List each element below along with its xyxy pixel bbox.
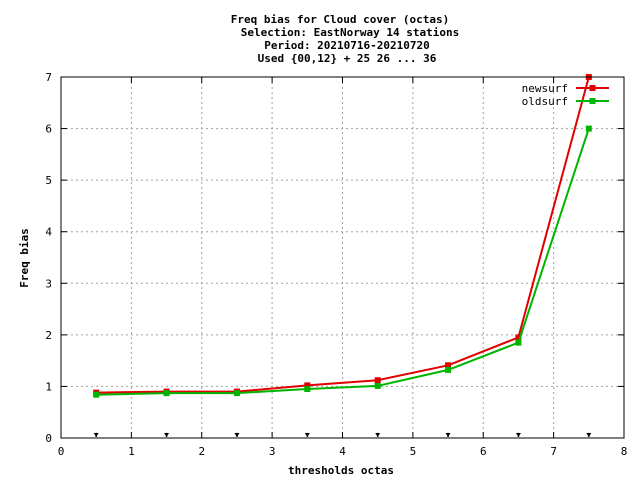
y-tick-label: 4 bbox=[45, 226, 52, 239]
x-tick-label: 0 bbox=[58, 445, 65, 458]
threshold-arrowhead bbox=[515, 432, 521, 437]
data-point-oldsurf bbox=[163, 390, 170, 397]
title-line-1: Freq bias for Cloud cover (octas) bbox=[231, 13, 450, 26]
y-axis-label: Freq bias bbox=[18, 228, 31, 288]
title-line-2: Selection: EastNorway 14 stations bbox=[241, 26, 460, 39]
chart-title: Freq bias for Cloud cover (octas) Select… bbox=[231, 13, 460, 65]
data-point-oldsurf bbox=[585, 125, 592, 132]
data-point-oldsurf bbox=[304, 386, 311, 393]
series-line-newsurf bbox=[96, 76, 590, 394]
threshold-arrowhead bbox=[304, 432, 310, 437]
y-axis-ticks: 0 1 2 3 4 5 6 7 bbox=[45, 71, 624, 445]
x-axis-ticks: 0 1 2 3 4 5 6 7 8 bbox=[58, 77, 628, 458]
data-point-newsurf bbox=[445, 362, 452, 369]
threshold-markers bbox=[93, 432, 592, 437]
x-tick-label: 3 bbox=[269, 445, 276, 458]
title-line-3: Period: 20210716-20210720 bbox=[264, 39, 430, 52]
threshold-arrowhead bbox=[234, 432, 240, 437]
data-point-newsurf bbox=[515, 334, 522, 341]
y-tick-label: 5 bbox=[45, 174, 52, 187]
y-tick-label: 7 bbox=[45, 71, 52, 84]
legend-marker-oldsurf bbox=[589, 98, 596, 104]
x-tick-label: 2 bbox=[198, 445, 205, 458]
x-tick-label: 5 bbox=[410, 445, 417, 458]
threshold-arrowhead bbox=[445, 432, 451, 437]
x-tick-label: 4 bbox=[339, 445, 346, 458]
series-lines bbox=[93, 74, 592, 398]
threshold-arrowhead bbox=[164, 432, 170, 437]
data-point-newsurf bbox=[304, 382, 311, 389]
data-point-newsurf bbox=[374, 377, 381, 384]
x-tick-label: 1 bbox=[128, 445, 135, 458]
x-tick-label: 8 bbox=[621, 445, 628, 458]
x-axis-label: thresholds octas bbox=[288, 464, 394, 477]
legend-label-newsurf: newsurf bbox=[522, 82, 568, 95]
data-point-oldsurf bbox=[233, 390, 240, 397]
x-tick-label: 7 bbox=[550, 445, 557, 458]
y-tick-label: 0 bbox=[45, 432, 52, 445]
legend-label-oldsurf: oldsurf bbox=[522, 95, 568, 108]
data-point-oldsurf bbox=[374, 382, 381, 389]
threshold-arrowhead bbox=[375, 432, 381, 437]
data-point-oldsurf bbox=[445, 366, 452, 373]
y-tick-label: 6 bbox=[45, 123, 52, 136]
data-point-oldsurf bbox=[93, 391, 100, 398]
x-tick-label: 6 bbox=[480, 445, 487, 458]
y-tick-label: 1 bbox=[45, 380, 52, 393]
y-tick-label: 2 bbox=[45, 329, 52, 342]
threshold-arrowhead bbox=[586, 432, 592, 437]
legend-marker-newsurf bbox=[589, 85, 596, 91]
grid bbox=[61, 77, 624, 438]
y-tick-label: 3 bbox=[45, 277, 52, 290]
series-line-oldsurf bbox=[96, 128, 590, 396]
threshold-arrowhead bbox=[93, 432, 99, 437]
data-point-oldsurf bbox=[515, 339, 522, 346]
title-line-4: Used {00,12} + 25 26 ... 36 bbox=[258, 52, 437, 65]
